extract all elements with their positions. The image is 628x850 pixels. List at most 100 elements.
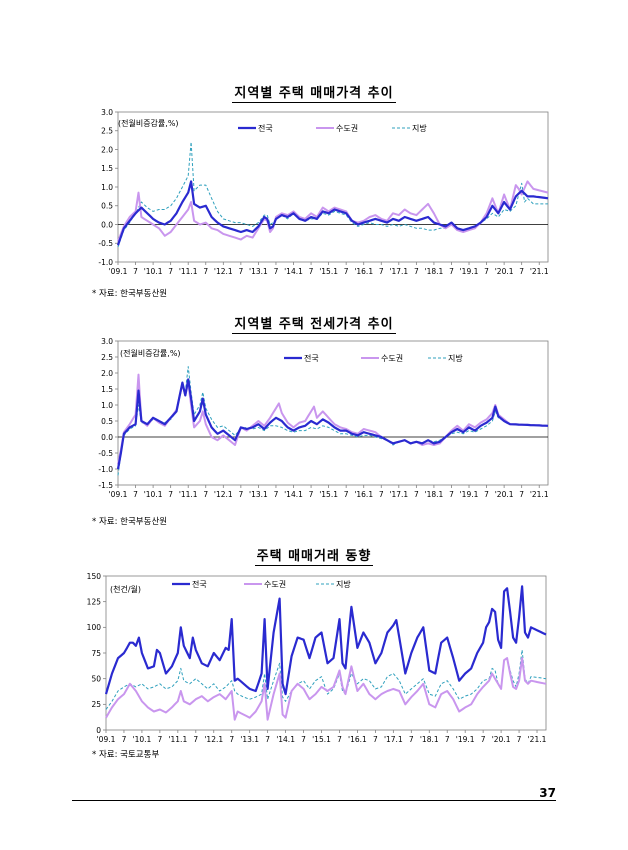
y-tick-label: 3.0	[101, 337, 113, 346]
y-tick-label: 2.0	[101, 145, 113, 154]
series-line-local	[117, 366, 549, 476]
x-tick-label: '16.1	[354, 267, 373, 276]
x-tick-label: '19.1	[460, 490, 479, 499]
y-tick-label: 100	[87, 623, 102, 632]
jeonse-chart: 3.0 2.5 2.0 1.5 1.0 0.5 0.0 -0.5 -1.0 -1.5'09.1 7 '…	[98, 337, 549, 499]
y-tick-label: 150	[87, 572, 102, 581]
x-tick-label: 7	[519, 490, 524, 499]
y-tick-label: 75	[91, 649, 101, 658]
x-tick-label: '20.1	[495, 490, 514, 499]
transaction-chart: 150 125 100 75 50 25 0'09.1 7 '10.1 7 '11.1 7 '12.1 7…	[87, 572, 547, 744]
x-tick-label: '15.1	[319, 490, 338, 499]
series-line-nation	[116, 378, 549, 470]
x-tick-label: '09.1	[109, 490, 128, 499]
x-tick-label: 7	[122, 735, 127, 744]
x-tick-label: 7	[274, 267, 279, 276]
x-tick-label: 7	[203, 267, 208, 276]
series-line-nation	[116, 180, 549, 246]
chart-title: 주택 매매거래 동향	[254, 549, 374, 566]
x-tick-label: 7	[481, 735, 486, 744]
price-chart: 3.0 2.5 2.0 1.5 1.0 0.5 0.0 -0.5 -1.0'09.1 7 '10.1…	[98, 108, 549, 276]
y-tick-label: 25	[91, 700, 101, 709]
x-tick-label: '10.1	[144, 267, 163, 276]
x-tick-label: 7	[344, 267, 349, 276]
source-note: * 자료: 국토교통부	[92, 750, 160, 760]
y-tick-label: -0.5	[98, 449, 113, 458]
x-tick-label: '11.1	[168, 735, 187, 744]
y-tick-label: 0	[96, 726, 101, 735]
x-tick-label: '18.1	[425, 490, 444, 499]
x-tick-label: '20.1	[495, 267, 514, 276]
x-tick-label: '19.1	[456, 735, 475, 744]
x-tick-label: '20.1	[492, 735, 511, 744]
y-tick-label: 0.0	[101, 433, 113, 442]
x-tick-label: 7	[133, 490, 138, 499]
x-tick-label: 7	[414, 267, 419, 276]
x-tick-label: '13.1	[249, 490, 268, 499]
y-tick-label: -1.5	[98, 481, 113, 490]
legend-label: 수도권	[264, 579, 286, 589]
y-tick-label: 125	[87, 597, 102, 606]
x-tick-label: '13.1	[240, 735, 259, 744]
legend-label: 수도권	[336, 123, 358, 133]
y-tick-label: 50	[91, 674, 101, 683]
source-note: * 자료: 한국부동산원	[92, 517, 168, 527]
y-tick-label: 2.0	[101, 369, 113, 378]
y-tick-label: 3.0	[101, 108, 113, 117]
x-tick-label: 7	[133, 267, 138, 276]
series-line-capital	[117, 373, 549, 465]
source-note: * 자료: 한국부동산원	[92, 289, 168, 299]
series-line-local	[117, 141, 548, 248]
x-tick-label: '10.1	[133, 735, 152, 744]
x-tick-label: '18.1	[420, 735, 439, 744]
x-tick-label: 7	[449, 490, 454, 499]
x-tick-label: '10.1	[144, 490, 163, 499]
x-tick-label: '09.1	[109, 267, 128, 276]
x-tick-label: 7	[193, 735, 198, 744]
x-tick-label: 7	[203, 490, 208, 499]
x-tick-label: '19.1	[460, 267, 479, 276]
x-tick-label: '15.1	[312, 735, 331, 744]
x-tick-label: '17.1	[384, 735, 403, 744]
unit-label: (전월비증감률,%)	[118, 118, 179, 128]
x-tick-label: '16.1	[354, 490, 373, 499]
x-tick-label: '17.1	[389, 267, 408, 276]
x-tick-label: '21.1	[530, 490, 549, 499]
unit-label: (천건/월)	[110, 584, 141, 594]
x-tick-label: 7	[517, 735, 522, 744]
legend-label: 전국	[192, 579, 207, 589]
x-tick-label: 7	[157, 735, 162, 744]
series-line-capital	[105, 657, 547, 721]
x-tick-label: '12.1	[214, 490, 233, 499]
x-tick-label: 7	[309, 267, 314, 276]
legend-label: 지방	[448, 353, 463, 363]
legend-label: 수도권	[381, 353, 403, 363]
y-tick-label: 0.5	[101, 202, 113, 211]
x-tick-label: '14.1	[276, 735, 295, 744]
y-tick-label: 0.5	[101, 417, 113, 426]
x-tick-label: 7	[484, 267, 489, 276]
x-tick-label: 7	[337, 735, 342, 744]
x-tick-label: '09.1	[97, 735, 116, 744]
x-tick-label: '17.1	[389, 490, 408, 499]
x-tick-label: '11.1	[179, 490, 198, 499]
x-tick-label: '12.1	[214, 267, 233, 276]
x-tick-label: 7	[449, 267, 454, 276]
x-tick-label: 7	[484, 490, 489, 499]
x-tick-label: '18.1	[425, 267, 444, 276]
legend-label: 지방	[336, 579, 351, 589]
footer-rule	[72, 800, 556, 801]
x-tick-label: 7	[409, 735, 414, 744]
series-line-capital	[117, 180, 549, 242]
page-number: 37	[539, 786, 556, 800]
x-tick-label: 7	[309, 490, 314, 499]
y-tick-label: -1.0	[98, 465, 113, 474]
x-tick-label: '21.1	[530, 267, 549, 276]
plot-frame	[117, 340, 549, 486]
x-tick-label: 7	[238, 490, 243, 499]
chart-title: 지역별 주택 매매가격 추이	[232, 86, 396, 103]
x-tick-label: '12.1	[204, 735, 223, 744]
y-tick-label: 2.5	[101, 353, 113, 362]
x-tick-label: 7	[373, 735, 378, 744]
x-tick-label: '21.1	[528, 735, 547, 744]
